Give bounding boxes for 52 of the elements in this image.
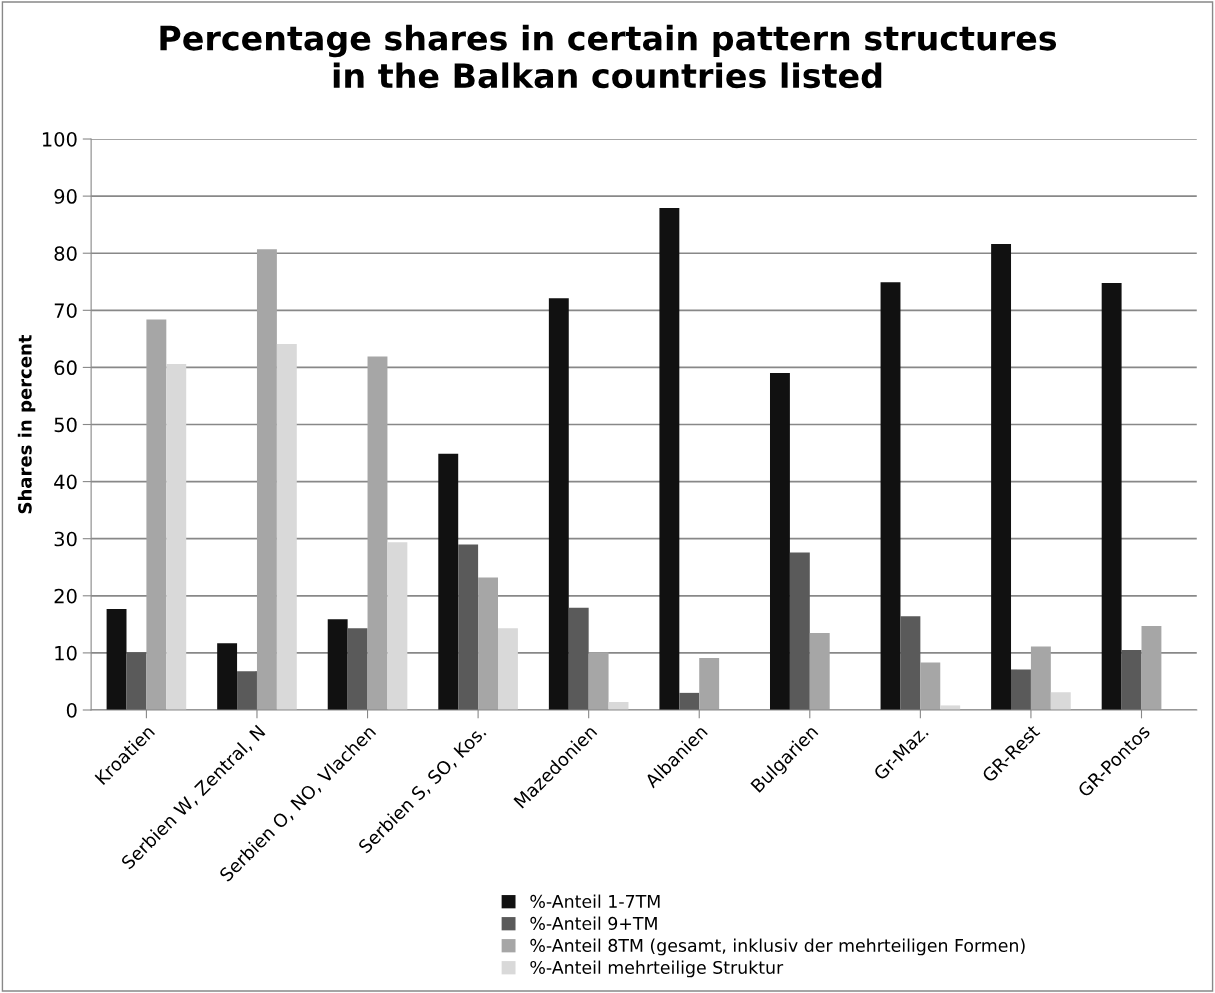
y-tick-label: 50 xyxy=(54,417,77,433)
y-tick-label: 30 xyxy=(54,531,77,547)
bar xyxy=(478,577,498,710)
bar xyxy=(458,544,479,710)
legend-label: %-Anteil mehrteilige Struktur xyxy=(530,960,784,978)
legend-label: %-Anteil 8TM (gesamt, inklusiv der mehrteiligen Formen) xyxy=(530,938,1025,956)
bar xyxy=(568,607,589,710)
legend-label: %-Anteil 9+TM xyxy=(530,916,657,930)
bar xyxy=(256,249,277,710)
bar xyxy=(809,632,830,710)
bar xyxy=(789,552,810,710)
bar xyxy=(498,628,518,710)
bar xyxy=(1030,646,1051,710)
y-tick-label: 10 xyxy=(55,645,77,661)
bar xyxy=(699,658,720,710)
y-tick-label: 70 xyxy=(54,303,77,318)
bar xyxy=(548,298,569,710)
bar xyxy=(347,628,368,710)
bar xyxy=(900,616,921,710)
y-tick-label: 100 xyxy=(42,131,77,147)
bar xyxy=(327,619,348,710)
bar xyxy=(146,319,167,710)
legend-label: %-Anteil 1-7TM xyxy=(530,894,660,908)
y-tick-label: 20 xyxy=(54,588,77,604)
bar xyxy=(1121,650,1142,710)
bar xyxy=(1050,692,1071,710)
chart-title: Percentage shares in certain pattern structures in the Balkan countries listed xyxy=(160,24,1057,89)
bar xyxy=(920,662,941,710)
bar xyxy=(659,208,680,710)
y-tick-label: 90 xyxy=(54,189,77,204)
y-tick-label: 0 xyxy=(66,702,77,718)
bar xyxy=(106,608,127,710)
bar xyxy=(1011,669,1031,710)
bar xyxy=(769,373,790,710)
y-tick-label: 60 xyxy=(54,360,77,376)
bar xyxy=(217,643,238,710)
bar xyxy=(679,692,700,710)
bar xyxy=(880,282,901,710)
y-tick-label: 40 xyxy=(54,474,77,490)
bar xyxy=(276,344,297,710)
bar xyxy=(991,244,1012,710)
bar xyxy=(237,671,257,710)
bar xyxy=(1141,626,1162,710)
bar xyxy=(588,652,609,710)
bar xyxy=(126,652,147,710)
bar xyxy=(166,363,187,710)
bar xyxy=(1101,282,1122,710)
bar xyxy=(367,356,388,710)
y-tick-label: 80 xyxy=(54,246,77,261)
bar xyxy=(438,453,459,710)
bar xyxy=(387,542,408,710)
y-axis-title: Shares in percent xyxy=(17,334,36,514)
